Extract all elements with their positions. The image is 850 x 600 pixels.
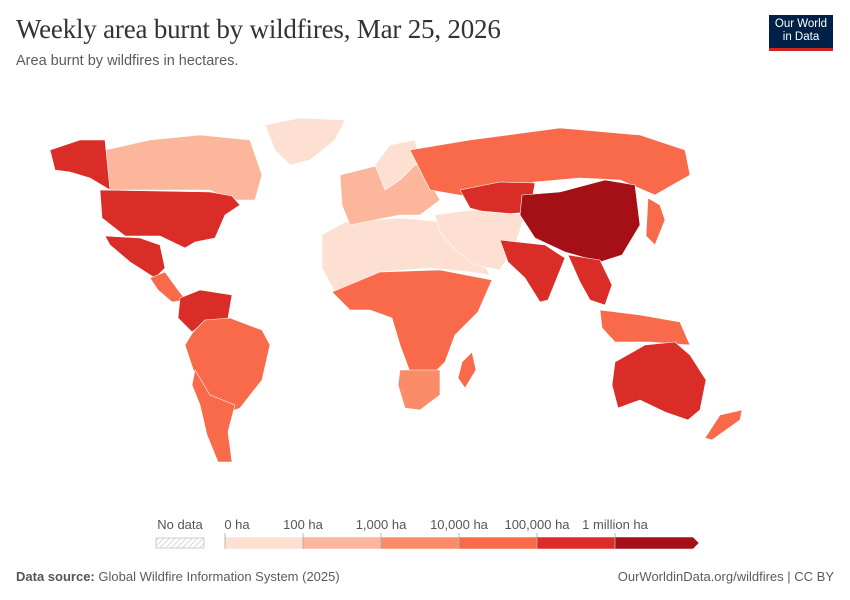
country-australia[interactable] — [611, 341, 707, 421]
legend-bin-0[interactable] — [224, 536, 304, 550]
country-southern-africa[interactable] — [397, 369, 441, 411]
country-southeast-asia[interactable] — [567, 254, 613, 306]
country-alaska[interactable] — [49, 139, 111, 191]
legend-no-data-label: No data — [157, 517, 203, 532]
source-text: Global Wildfire Information System (2025… — [98, 569, 340, 584]
legend-label: 10,000 ha — [430, 517, 488, 532]
country-canada[interactable] — [104, 134, 263, 201]
country-united-states[interactable] — [99, 189, 241, 249]
country-madagascar[interactable] — [457, 351, 477, 389]
legend-bin-1[interactable] — [302, 536, 382, 550]
legend-label: 100 ha — [283, 517, 323, 532]
world-map — [49, 117, 743, 463]
legend-label: 100,000 ha — [504, 517, 570, 532]
subtitle: Area burnt by wildfires in hectares. — [16, 53, 239, 69]
country-china[interactable] — [519, 179, 641, 263]
legend-label: 1 million ha — [582, 517, 648, 532]
data-source: Data source: Global Wildfire Information… — [16, 569, 340, 584]
legend — [155, 533, 700, 550]
legend-bin-5[interactable] — [614, 536, 700, 550]
country-india[interactable] — [499, 239, 566, 303]
country-middle-east[interactable] — [434, 209, 526, 271]
country-greenland[interactable] — [264, 117, 346, 166]
country-japan[interactable] — [645, 197, 666, 246]
footer-link[interactable]: OurWorldinData.org/wildfires | CC BY — [617, 569, 834, 584]
country-southern-cone[interactable] — [191, 369, 236, 463]
legend-label: 0 ha — [224, 517, 250, 532]
page-title: Weekly area burnt by wildfires, Mar 25, … — [16, 14, 501, 44]
legend-bin-2[interactable] — [380, 536, 460, 550]
country-mexico[interactable] — [104, 235, 166, 279]
country-new-zealand[interactable] — [704, 409, 743, 441]
legend-bin-4[interactable] — [536, 536, 616, 550]
source-label: Data source: — [16, 569, 95, 584]
no-data-swatch — [155, 537, 205, 549]
legend-bin-3[interactable] — [458, 536, 538, 550]
legend-label: 1,000 ha — [355, 517, 407, 532]
country-sub-saharan-africa[interactable] — [331, 269, 493, 376]
owid-logo[interactable]: Our World in Data — [769, 15, 833, 51]
